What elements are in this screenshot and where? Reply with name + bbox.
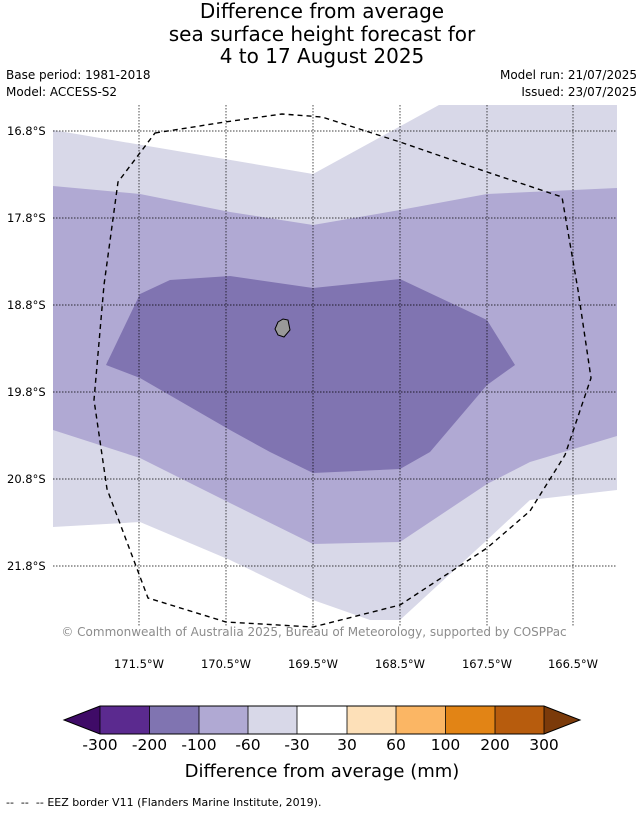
meta-right: Model run: 21/07/2025 Issued: 23/07/2025	[500, 67, 637, 101]
eez-dash-symbol: -- -- --	[6, 796, 44, 809]
colorbar-title: Difference from average (mm)	[184, 761, 460, 782]
colorbar-label-300: 300	[529, 736, 559, 754]
lon-label-169-5w: 169.5°W	[287, 657, 339, 671]
colorbar-segment-5	[297, 706, 347, 734]
eez-legend-text: EEZ border V11 (Flanders Marine Institut…	[47, 796, 322, 809]
lon-label-167-5w: 167.5°W	[461, 657, 513, 671]
lat-label-19-8s: 19.8°S	[7, 385, 46, 399]
colorbar-label-minus-100: -100	[181, 736, 217, 754]
colorbar-segment-8	[445, 706, 495, 734]
colorbar-max-extension	[544, 706, 580, 734]
colorbar-label-200: 200	[480, 736, 510, 754]
colorbar-segment-9	[495, 706, 544, 734]
colorbar-label-minus-300: -300	[82, 736, 118, 754]
colorbar-label-minus-60: -60	[235, 736, 261, 754]
strong-negative-zone	[106, 276, 515, 473]
title-line-1: Difference from average	[199, 0, 445, 23]
colorbar-segment-2	[149, 706, 199, 734]
title-line-2: sea surface height forecast for	[168, 21, 476, 46]
island-land	[274, 318, 291, 338]
lat-label-20-8s: 20.8°S	[7, 472, 46, 486]
model-run: Model run: 21/07/2025	[499, 68, 637, 82]
lon-label-171-5w: 171.5°W	[113, 657, 165, 671]
anomaly-field	[53, 105, 617, 627]
eez-legend: -- -- -- EEZ border V11 (Flanders Marine…	[6, 796, 321, 809]
copyright-notice: © Commonwealth of Australia 2025, Bureau…	[61, 625, 567, 639]
sea-level-map	[53, 105, 617, 628]
colorbar-segment-3	[199, 706, 248, 734]
colorbar-segment-7	[396, 706, 446, 734]
lon-label-168-5w: 168.5°W	[374, 657, 426, 671]
colorbar-label-minus-200: -200	[131, 736, 168, 754]
lon-label-170-5w: 170.5°W	[200, 657, 252, 671]
colorbar-label-60: 60	[386, 736, 406, 754]
title-line-3: 4 to 17 August 2025	[219, 44, 425, 68]
colorbar-label-minus-30: -30	[284, 736, 310, 754]
lat-label-18-8s: 18.8°S	[7, 298, 46, 312]
colorbar-segment-4	[248, 706, 297, 734]
colorbar	[62, 705, 582, 735]
base-period: Base period: 1981-2018	[6, 68, 151, 82]
graticule	[53, 105, 617, 627]
lat-label-17-8s: 17.8°S	[7, 211, 46, 225]
meta-left: Base period: 1981-2018 Model: ACCESS-S2	[6, 67, 151, 101]
lon-label-166-5w: 166.5°W	[547, 657, 599, 671]
model-name: Model: ACCESS-S2	[6, 85, 118, 99]
map-title: Difference from average sea surface heig…	[0, 0, 644, 68]
lat-label-16-8s: 16.8°S	[7, 124, 46, 138]
colorbar-segment-6	[347, 706, 396, 734]
colorbar-segment-1	[100, 706, 150, 734]
colorbar-min-extension	[64, 706, 100, 734]
issued-date: Issued: 23/07/2025	[521, 85, 637, 99]
colorbar-dividers	[99, 706, 545, 734]
colorbar-label-30: 30	[337, 736, 357, 754]
colorbar-label-100: 100	[430, 736, 461, 754]
lat-label-21-8s: 21.8°S	[7, 559, 46, 573]
